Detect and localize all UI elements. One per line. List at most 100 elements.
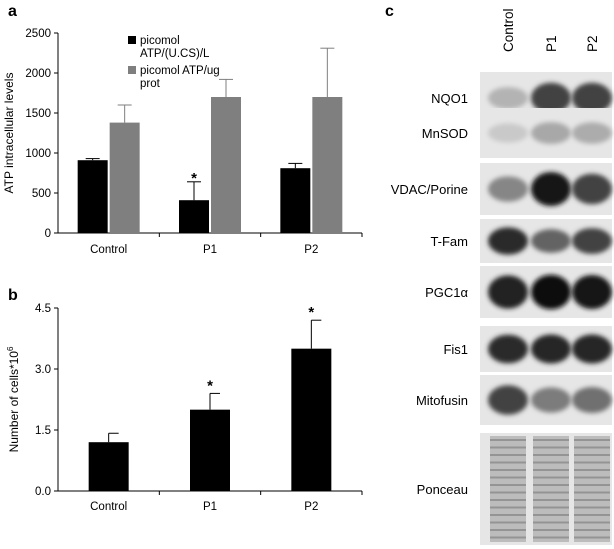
ponceau-stripe [490,521,526,524]
blot-band [531,82,571,114]
y-tick-label: 1500 [25,108,51,120]
ponceau-stripe [533,514,569,516]
y-tick-label: 4.5 [35,303,51,315]
panel-a-letter: a [8,3,17,20]
blot-band [572,122,612,144]
bar [190,409,230,491]
ponceau-stripe [490,506,526,509]
ponceau-stripe [533,491,569,494]
blot-band [572,386,612,414]
ponceau-stripe [533,476,569,479]
ponceau-stripe [574,521,610,524]
blot-band [488,385,528,415]
y-tick-label: 0.0 [35,486,51,498]
ponceau-stripe [574,536,610,539]
ponceau-stripe [533,469,569,471]
ponceau-stripe [490,439,526,441]
legend-label: ATP/(U.CS)/L [140,48,210,60]
ponceau-stripe [490,499,526,501]
bar [291,348,332,491]
blot-row-label: PGC1α [425,285,468,300]
blot-row-label: T-Fam [430,234,468,249]
ponceau-stripe [533,439,569,441]
y-tick-label: 1000 [25,148,51,160]
y-axis-title-superscript: 6 [6,346,15,351]
ponceau-stripe [533,529,569,531]
ponceau-stripe [490,514,526,516]
blot-band [531,334,571,364]
x-tick-label: Control [90,244,127,256]
blot-band [531,122,571,144]
x-tick-label: Control [90,501,127,513]
legend-label: prot [140,78,161,90]
ponceau-stripe [490,484,526,486]
ponceau-stripe [533,536,569,539]
ponceau-lane [574,436,610,542]
ponceau-stripe [533,521,569,524]
legend-swatch [128,36,136,44]
blot-row-label: Ponceau [417,482,468,497]
ponceau-lane [490,436,526,542]
ponceau-stripe [533,506,569,509]
y-tick-label: 500 [32,188,51,200]
y-tick-label: 3.0 [35,364,51,376]
significance-marker: * [191,170,197,187]
legend-label: picomol [140,35,180,47]
ponceau-stripe [490,491,526,494]
y-tick-label: 1.5 [35,425,51,437]
significance-marker: * [207,377,213,394]
y-tick-label: 0 [45,228,51,240]
panel-b-letter: b [8,287,18,304]
lane-label: P2 [585,35,600,52]
ponceau-stripe [490,476,526,479]
blot-band [488,227,528,255]
y-axis-title: ATP intracellular levels [2,73,16,194]
ponceau-stripe [574,461,610,464]
blot-band [531,387,571,413]
ponceau-stripe [574,476,610,479]
blot-row-label: NQO1 [431,91,468,106]
ponceau-stripe [574,446,610,449]
blot-band [572,82,612,114]
ponceau-stripe [533,484,569,486]
bar [211,97,241,233]
blot-band [531,171,571,207]
bar [280,168,311,233]
ponceau-stripe [533,461,569,464]
x-tick-label: P2 [304,244,318,256]
ponceau-stripe [490,446,526,449]
ponceau-lane [533,436,569,542]
ponceau-stripe [490,461,526,464]
ponceau-stripe [574,454,610,456]
ponceau-stripe [490,469,526,471]
bar [88,442,129,491]
lane-label: P1 [544,35,559,52]
blot-band [488,123,528,143]
y-axis-title-text: Number of cells*10 [7,351,21,453]
ponceau-stripe [574,469,610,471]
blot-band [531,229,571,253]
ponceau-stripe [490,454,526,456]
ponceau-stripe [574,506,610,509]
legend-swatch [128,66,136,74]
y-tick-label: 2000 [25,68,51,80]
blot-row-label: MnSOD [422,126,468,141]
significance-marker: * [308,304,314,321]
blot-band [488,275,528,309]
ponceau-stripe [574,499,610,501]
ponceau-stripe [574,514,610,516]
blot-band [488,87,528,109]
ponceau-stripe [574,529,610,531]
x-tick-label: P1 [203,501,217,513]
x-tick-label: P1 [203,244,217,256]
blot-band [572,173,612,205]
chart-atp: 0 500 1000 1500 2000 2500 ATP intracellular le… [2,28,363,256]
blot-band [488,334,528,364]
blot-row-label: VDAC/Porine [391,182,468,197]
ponceau-stripe [490,529,526,531]
western-blot: Control P1 P2 NQO1 MnSOD VDAC/Porine T-Fam PGC1… [391,8,612,545]
bar [179,200,209,233]
ponceau-stripe [574,484,610,486]
y-axis-title: Number of cells*106 [6,346,21,452]
